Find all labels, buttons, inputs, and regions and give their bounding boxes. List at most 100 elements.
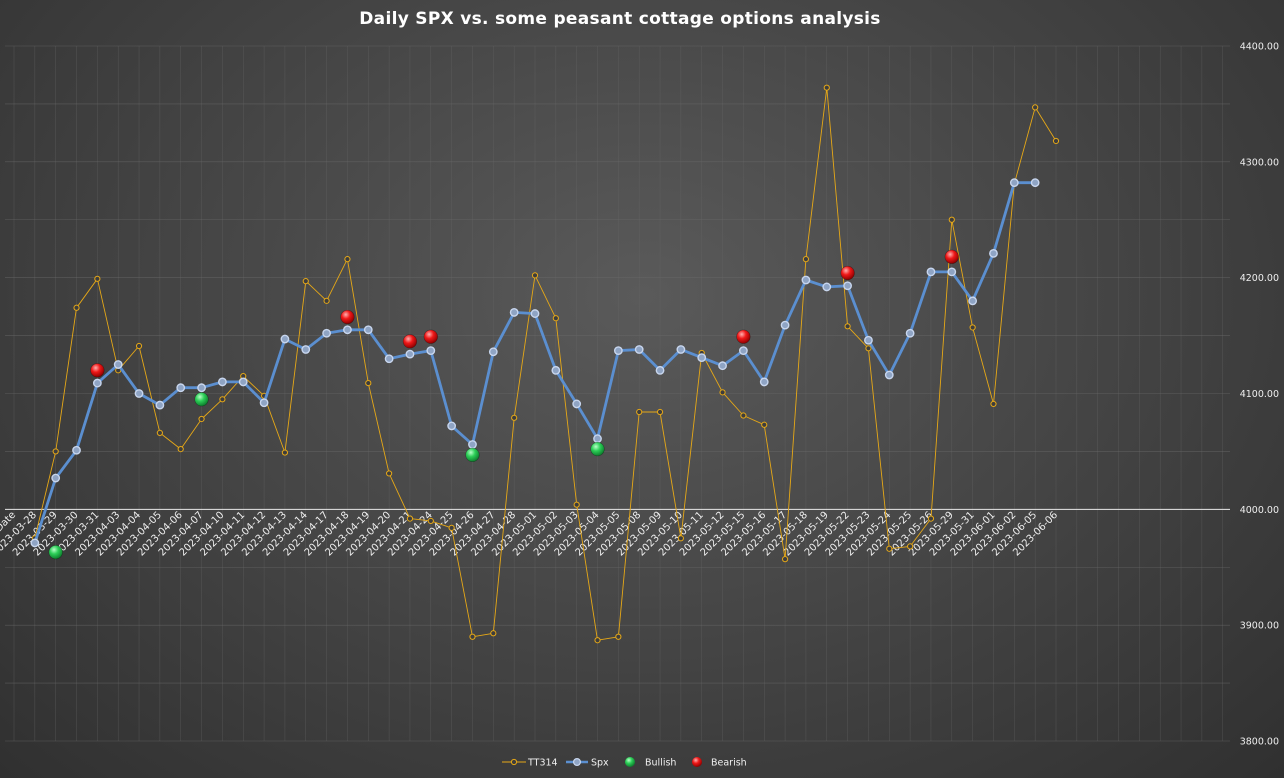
spx-point bbox=[384, 354, 394, 364]
spx-point bbox=[947, 267, 957, 277]
spx-point bbox=[509, 308, 519, 317]
spx-point bbox=[551, 365, 561, 375]
tt314-point bbox=[865, 345, 872, 352]
tt314-point bbox=[219, 396, 226, 403]
spx-point bbox=[322, 328, 331, 338]
spx-point bbox=[72, 445, 81, 455]
legend-tt314-marker bbox=[510, 758, 518, 766]
legend-tt314-label: TT314 bbox=[527, 758, 558, 769]
tt314-point bbox=[781, 556, 789, 563]
y-tick-label: 4400.00 bbox=[1240, 42, 1279, 53]
spx-point bbox=[468, 440, 477, 449]
tt314-point bbox=[927, 515, 935, 522]
spx-point bbox=[759, 377, 769, 387]
spx-point bbox=[634, 345, 644, 354]
spx-point bbox=[113, 360, 123, 369]
plot-series bbox=[30, 84, 1060, 644]
bearish-marker bbox=[736, 329, 751, 344]
bearish-marker bbox=[402, 334, 418, 349]
tt314-point bbox=[636, 408, 643, 416]
spx-point bbox=[843, 281, 852, 291]
legend-spx-marker bbox=[572, 757, 581, 766]
tt314-point bbox=[948, 216, 955, 223]
tt314-point bbox=[511, 414, 518, 421]
tt314-point bbox=[823, 84, 830, 91]
spx-point bbox=[92, 378, 102, 388]
y-tick-label: 3800.00 bbox=[1240, 737, 1279, 748]
y-tick-label: 4200.00 bbox=[1240, 273, 1279, 284]
bearish-marker bbox=[840, 265, 855, 281]
chart-title: Daily SPX vs. some peasant cottage optio… bbox=[359, 9, 881, 29]
legend-bearish-marker bbox=[692, 757, 702, 767]
tt314-point bbox=[448, 524, 455, 531]
legend-spx-label: Spx bbox=[591, 758, 609, 769]
spx-point bbox=[301, 345, 311, 354]
tt314-point bbox=[802, 256, 810, 263]
spx-point bbox=[405, 349, 415, 359]
tt314-point bbox=[94, 275, 101, 282]
spx-point bbox=[238, 377, 248, 387]
tt314-point bbox=[302, 278, 309, 285]
tt314-line bbox=[34, 87, 1057, 641]
tt314-point bbox=[386, 470, 393, 477]
spx-point bbox=[780, 320, 790, 330]
tt314-point bbox=[552, 315, 559, 322]
tt314-point bbox=[344, 256, 351, 263]
spx-point bbox=[30, 538, 40, 548]
tt314-point bbox=[323, 297, 330, 304]
bullish-marker bbox=[590, 442, 605, 457]
tt314-point bbox=[406, 515, 414, 522]
bearish-marker bbox=[423, 329, 438, 344]
legend-bullish-label: Bullish bbox=[645, 758, 676, 769]
spx-point bbox=[447, 421, 457, 431]
tt314-point bbox=[740, 412, 747, 419]
tt314-point bbox=[969, 324, 976, 331]
spx-point bbox=[1009, 178, 1019, 188]
legend-bearish-label: Bearish bbox=[711, 758, 747, 769]
tt314-point bbox=[656, 408, 664, 416]
tt314-point bbox=[177, 446, 184, 453]
y-tick-label: 4300.00 bbox=[1240, 157, 1279, 168]
y-tick-label: 4000.00 bbox=[1240, 505, 1279, 516]
tt314-point bbox=[469, 633, 476, 640]
bullish-marker bbox=[48, 545, 63, 560]
tt314-point bbox=[573, 501, 580, 508]
tt314-point bbox=[531, 272, 539, 279]
tt314-point bbox=[365, 379, 372, 387]
spx-point bbox=[176, 383, 186, 393]
bullish-marker bbox=[194, 392, 209, 407]
spx-point bbox=[884, 370, 894, 380]
y-tick-label: 3900.00 bbox=[1240, 621, 1279, 632]
gridlines bbox=[5, 45, 1230, 742]
spx-point bbox=[822, 282, 832, 292]
tt314-point bbox=[427, 517, 434, 525]
spx-point bbox=[280, 334, 290, 344]
spx-point bbox=[51, 473, 61, 483]
spx-point bbox=[593, 434, 602, 444]
spx-point bbox=[989, 248, 998, 258]
bearish-marker bbox=[944, 249, 959, 264]
spx-point bbox=[1030, 178, 1040, 188]
spx-point bbox=[426, 346, 436, 356]
bullish-marker bbox=[465, 447, 480, 462]
spx-point bbox=[134, 389, 144, 398]
spx-point bbox=[864, 335, 873, 345]
tt314-point bbox=[490, 630, 497, 637]
y-axis: 4400.00 4300.00 4200.00 4100.00 4000.00 3900.… bbox=[1240, 42, 1279, 748]
spx-point bbox=[801, 275, 811, 285]
y-tick-label: 4100.00 bbox=[1240, 389, 1279, 400]
spx-point bbox=[343, 325, 352, 335]
tt314-point bbox=[1032, 104, 1039, 111]
tt314-point bbox=[1052, 137, 1060, 145]
tt314-point bbox=[156, 429, 163, 436]
tt314-point bbox=[198, 415, 205, 423]
spx-point bbox=[530, 309, 540, 318]
tt314-point bbox=[615, 633, 622, 640]
legend: TT314 Spx Bullish Bearish bbox=[502, 757, 747, 769]
tt314-point bbox=[990, 400, 997, 408]
tt314-point bbox=[761, 421, 768, 428]
tt314-point bbox=[52, 448, 59, 455]
x-axis: Date2023-03-282023-03-292023-03-302023-0… bbox=[0, 510, 1060, 559]
tt314-point bbox=[677, 535, 684, 542]
